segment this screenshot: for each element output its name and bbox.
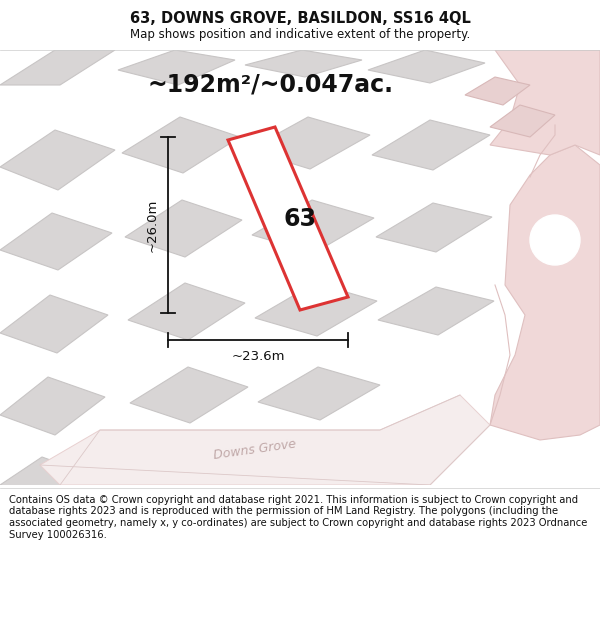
Polygon shape: [0, 295, 108, 353]
Polygon shape: [0, 130, 115, 190]
Polygon shape: [372, 120, 490, 170]
Polygon shape: [0, 50, 115, 85]
Polygon shape: [248, 117, 370, 169]
Polygon shape: [118, 50, 235, 85]
Polygon shape: [378, 287, 494, 335]
Polygon shape: [128, 283, 245, 340]
Text: ~23.6m: ~23.6m: [231, 349, 285, 362]
Text: 63, DOWNS GROVE, BASILDON, SS16 4QL: 63, DOWNS GROVE, BASILDON, SS16 4QL: [130, 11, 470, 26]
Polygon shape: [252, 200, 374, 253]
Polygon shape: [130, 367, 248, 423]
Polygon shape: [490, 105, 555, 137]
Polygon shape: [368, 50, 485, 83]
Polygon shape: [0, 457, 98, 497]
Text: ~26.0m: ~26.0m: [146, 198, 158, 252]
Polygon shape: [258, 367, 380, 420]
Text: 63: 63: [283, 206, 316, 231]
Polygon shape: [490, 50, 600, 155]
Polygon shape: [465, 77, 530, 105]
Polygon shape: [245, 50, 362, 77]
Polygon shape: [376, 203, 492, 252]
Polygon shape: [0, 377, 105, 435]
Polygon shape: [0, 213, 112, 270]
Polygon shape: [122, 117, 240, 173]
Text: Map shows position and indicative extent of the property.: Map shows position and indicative extent…: [130, 28, 470, 41]
Polygon shape: [490, 145, 600, 440]
Polygon shape: [255, 283, 377, 336]
Polygon shape: [228, 127, 348, 310]
Circle shape: [530, 215, 580, 265]
Text: Contains OS data © Crown copyright and database right 2021. This information is : Contains OS data © Crown copyright and d…: [9, 495, 587, 539]
Polygon shape: [40, 395, 490, 485]
Polygon shape: [125, 200, 242, 257]
Text: ~192m²/~0.047ac.: ~192m²/~0.047ac.: [147, 73, 393, 97]
Text: Downs Grove: Downs Grove: [213, 438, 297, 462]
